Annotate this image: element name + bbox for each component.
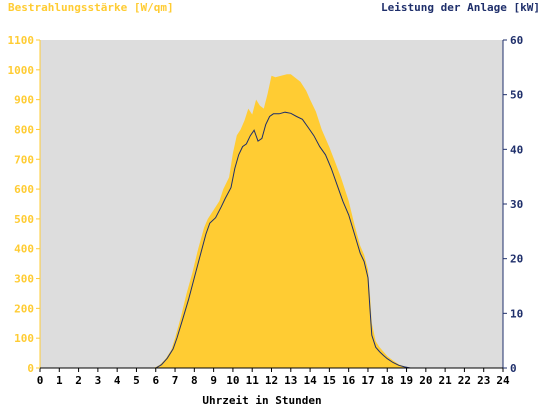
x-tick-label: 10 bbox=[226, 374, 239, 387]
left-y-tick-label: 0 bbox=[27, 362, 34, 375]
x-tick-label: 2 bbox=[75, 374, 82, 387]
right-y-tick-label: 30 bbox=[510, 198, 523, 211]
right-y-tick-label: 40 bbox=[510, 143, 523, 156]
right-y-tick-label: 0 bbox=[510, 362, 517, 375]
x-tick-label: 22 bbox=[458, 374, 471, 387]
x-tick-label: 17 bbox=[361, 374, 374, 387]
left-y-tick-label: 100 bbox=[14, 332, 34, 345]
x-tick-label: 8 bbox=[191, 374, 198, 387]
x-tick-label: 19 bbox=[400, 374, 413, 387]
left-y-tick-label: 900 bbox=[14, 94, 34, 107]
x-tick-label: 1 bbox=[56, 374, 63, 387]
irradiance-area-layer bbox=[40, 74, 503, 369]
x-tick-label: 20 bbox=[419, 374, 432, 387]
x-tick-label: 14 bbox=[303, 374, 317, 387]
irradiance-area-series bbox=[40, 74, 503, 369]
left-y-tick-label: 300 bbox=[14, 273, 34, 286]
x-tick-label: 15 bbox=[323, 374, 336, 387]
x-axis-title: Uhrzeit in Stunden bbox=[202, 394, 321, 407]
x-tick-label: 12 bbox=[265, 374, 278, 387]
left-y-tick-label: 1100 bbox=[8, 34, 35, 47]
x-tick-label: 6 bbox=[152, 374, 159, 387]
x-tick-label: 5 bbox=[133, 374, 140, 387]
x-tick-label: 18 bbox=[381, 374, 394, 387]
x-tick-label: 21 bbox=[439, 374, 453, 387]
left-y-tick-label: 200 bbox=[14, 302, 34, 315]
right-axis-title: Leistung der Anlage [kW] bbox=[381, 1, 540, 14]
x-tick-label: 13 bbox=[284, 374, 297, 387]
power-line-series bbox=[40, 111, 503, 369]
x-tick-label: 23 bbox=[477, 374, 490, 387]
x-tick-label: 9 bbox=[210, 374, 217, 387]
left-y-tick-label: 700 bbox=[14, 153, 34, 166]
x-tick-label: 4 bbox=[114, 374, 121, 387]
left-y-tick-label: 1000 bbox=[8, 64, 35, 77]
right-y-tick-label: 20 bbox=[510, 253, 523, 266]
tick-labels-layer: 0 1 2 3 4 5 6 7 8 9 10 11 12 13 14 15 16 17 18 19 20 21 22 23 24… bbox=[8, 34, 524, 387]
x-tick-label: 0 bbox=[37, 374, 44, 387]
x-tick-label: 11 bbox=[246, 374, 260, 387]
left-y-tick-label: 800 bbox=[14, 123, 34, 136]
power-line-layer bbox=[40, 111, 503, 369]
right-y-tick-label: 10 bbox=[510, 307, 523, 320]
left-y-tick-label: 600 bbox=[14, 183, 34, 196]
axes-layer bbox=[36, 39, 507, 372]
left-axis-title: Bestrahlungsstärke [W/qm] bbox=[8, 1, 174, 14]
x-tick-label: 3 bbox=[95, 374, 102, 387]
left-y-tick-label: 500 bbox=[14, 213, 34, 226]
left-y-tick-label: 400 bbox=[14, 243, 34, 256]
right-y-tick-label: 50 bbox=[510, 89, 523, 102]
x-tick-label: 7 bbox=[172, 374, 179, 387]
x-tick-label: 16 bbox=[342, 374, 356, 387]
right-y-tick-label: 60 bbox=[510, 34, 523, 47]
x-tick-label: 24 bbox=[496, 374, 510, 387]
